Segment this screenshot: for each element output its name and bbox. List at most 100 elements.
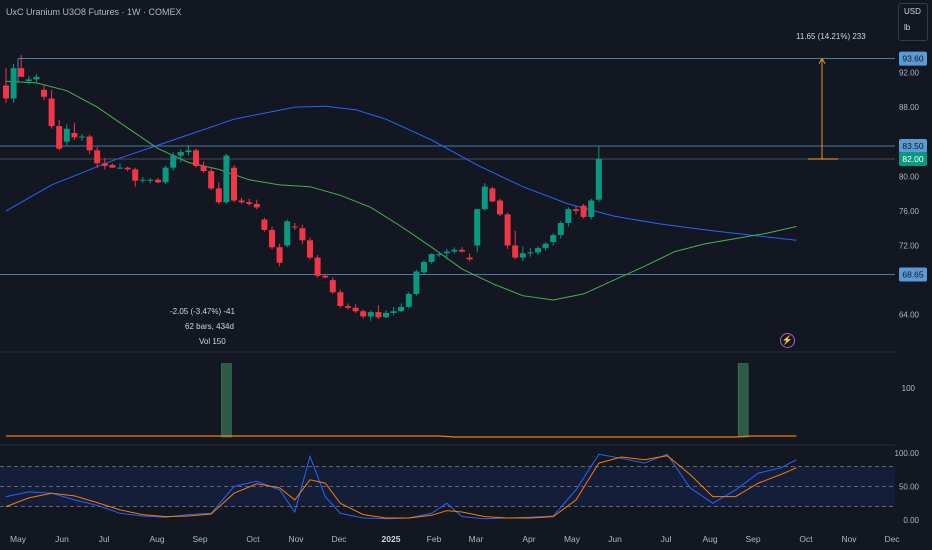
candle (573, 205, 579, 215)
lightning-icon[interactable]: ⚡ (780, 333, 795, 348)
candle-body (421, 261, 427, 273)
time-axis-label: Oct (246, 534, 260, 544)
candle-body (535, 248, 541, 253)
candle-body (299, 228, 306, 241)
candle (139, 177, 146, 184)
candle (557, 221, 564, 239)
candle (253, 199, 260, 210)
candle (200, 161, 207, 173)
moving-average-slow-line (5, 105, 797, 241)
price-axis-tick-label: 88.00 (899, 103, 920, 112)
time-axis-label: Nov (841, 534, 857, 544)
candle (428, 253, 435, 264)
candle-body (200, 165, 207, 172)
candle-body (512, 245, 519, 258)
candle (299, 224, 306, 244)
candle-body (162, 167, 169, 183)
candle (345, 303, 351, 310)
candle-body (367, 312, 374, 317)
candle-body (284, 221, 291, 246)
volume-line (6, 435, 797, 438)
time-axis-label: May (564, 534, 581, 544)
candle-body (329, 280, 336, 293)
chart-title: UxC Uranium U3O8 Futures · 1W · COMEX (6, 7, 182, 17)
candle (405, 292, 412, 309)
candle (71, 122, 78, 140)
candle (223, 153, 230, 204)
candle-body (307, 240, 313, 258)
candle-body (588, 200, 595, 217)
candle-body (390, 311, 397, 313)
stoch-axis-tick-label: 100.00 (895, 449, 920, 458)
price-axis-tick-label: 80.00 (899, 172, 920, 181)
candle-body (504, 214, 511, 246)
candle (41, 85, 47, 101)
price-label: 83.50 (902, 141, 924, 151)
candle (177, 149, 184, 163)
candle (79, 133, 85, 141)
unit-label[interactable]: lb (904, 23, 911, 32)
unit-selector[interactable]: USD lb (898, 3, 928, 41)
candle (565, 207, 572, 227)
measure-down-line3: Vol 150 (199, 337, 226, 346)
candle-body (443, 251, 450, 254)
time-axis-label: Apr (522, 534, 535, 544)
measure-down-line2: 62 bars, 434d (185, 322, 234, 331)
candle-body (573, 209, 579, 211)
candle-body (94, 150, 101, 164)
candle (474, 209, 481, 253)
candle-body (109, 165, 116, 168)
price-label-badge (899, 267, 927, 282)
candle (512, 230, 519, 260)
candle (314, 255, 321, 278)
candle-body (542, 243, 549, 249)
candle (155, 178, 161, 184)
price-axis-tick-label: 64.00 (899, 311, 920, 320)
candle (497, 198, 503, 217)
candle (360, 309, 367, 319)
candle (307, 237, 313, 260)
price-label-badge (899, 139, 927, 154)
candle-body (79, 136, 85, 138)
time-axis-label: Jun (55, 534, 69, 544)
time-axis-label: Nov (288, 534, 304, 544)
candle-body (10, 68, 17, 99)
candle-body (595, 159, 602, 200)
candle-body (208, 171, 215, 189)
candle (322, 274, 329, 279)
stoch-line-d (5, 455, 797, 519)
candle-body (398, 306, 405, 312)
candle-body (337, 292, 344, 307)
candle-body (360, 311, 367, 317)
candle (208, 167, 215, 191)
candle (170, 152, 177, 172)
candle-body (124, 167, 131, 170)
time-axis-label: Oct (799, 534, 813, 544)
candle-body (428, 254, 435, 262)
time-axis-label: Jun (608, 534, 622, 544)
candle (595, 146, 602, 203)
candle-body (33, 76, 40, 80)
candle (337, 289, 344, 308)
price-axis-tick-label: 72.00 (899, 242, 920, 251)
volume-axis-tick-label: 100 (902, 384, 916, 393)
candle (18, 55, 25, 77)
candle-body (474, 209, 481, 246)
candle (542, 242, 549, 251)
price-label-badge (899, 152, 927, 166)
candle-body (519, 253, 526, 258)
candle-body (375, 312, 382, 318)
candle-body (48, 98, 55, 127)
price-label: 68.65 (902, 269, 924, 279)
candle (215, 182, 222, 204)
time-axis-label: Feb (427, 534, 442, 544)
candle-body (25, 79, 32, 82)
time-axis-label: 2025 (382, 534, 401, 544)
candle (329, 277, 336, 294)
candle-body (405, 293, 412, 307)
candle-body (383, 312, 389, 318)
candle (117, 163, 123, 169)
currency-label[interactable]: USD (904, 7, 921, 16)
candle-body (177, 152, 184, 156)
